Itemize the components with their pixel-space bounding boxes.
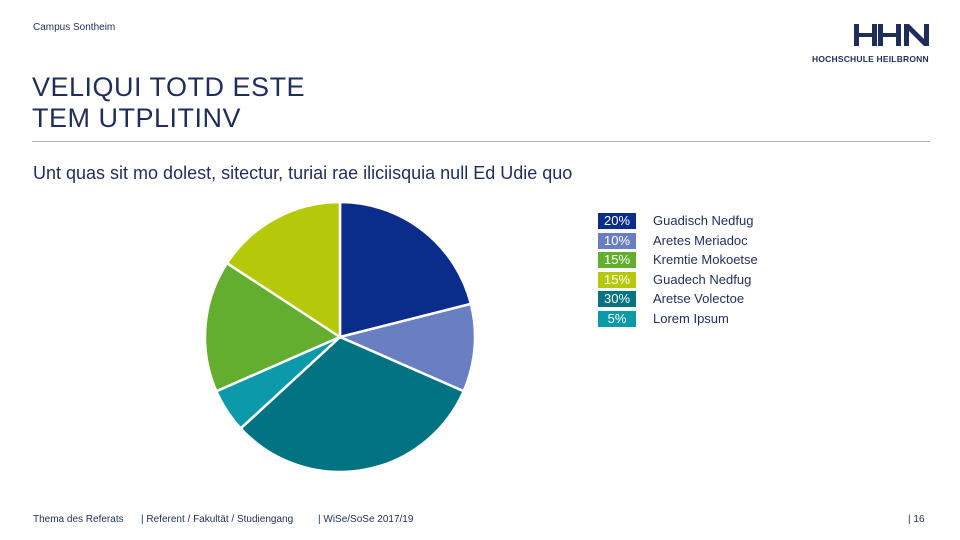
pie-slice-0 [338, 200, 473, 339]
legend-percent: 10% [598, 232, 636, 249]
university-logo: HOCHSCHULE HEILBRONN [812, 22, 932, 66]
footer-presenter: | Referent / Fakultät / Studiengang [141, 514, 294, 525]
title-line-2: TEM UTPLITINV [32, 103, 242, 133]
pie-slice-1 [336, 302, 477, 393]
legend-percent: 5% [598, 310, 636, 327]
pie-slice-4 [203, 261, 343, 393]
campus-label: Campus Sontheim [33, 22, 116, 33]
logo-text: HOCHSCHULE HEILBRONN [812, 54, 929, 64]
title-line-1: VELIQUI TOTD ESTE [32, 72, 306, 102]
footer-term: | WiSe/SoSe 2017/19 [318, 514, 414, 525]
legend-label: Lorem Ipsum [653, 310, 729, 326]
footer-page-number: | 16 [908, 514, 925, 525]
legend-percent: 20% [598, 213, 636, 229]
pie-slice-5 [225, 200, 342, 340]
pie-slice-2 [238, 335, 466, 474]
legend-label: Guadech Nedfug [653, 271, 752, 287]
subtitle: Unt quas sit mo dolest, sitectur, turiai… [33, 163, 573, 183]
legend-label: Guadisch Nedfug [653, 213, 754, 228]
legend-label: Kremtie Mokoetse [653, 252, 758, 268]
pie-chart [203, 200, 477, 474]
legend-percent: 30% [598, 291, 636, 308]
footer-topic: Thema des Referats [33, 514, 124, 525]
legend-percent: 15% [598, 252, 636, 269]
legend-percent: 15% [598, 271, 636, 288]
divider [32, 141, 930, 142]
legend-label: Aretse Volectoe [653, 291, 745, 307]
hhn-logo-mark [854, 24, 929, 46]
page-title: VELIQUI TOTD ESTE TEM UTPLITINV [32, 72, 305, 134]
legend-label: Aretes Meriadoc [653, 232, 748, 248]
